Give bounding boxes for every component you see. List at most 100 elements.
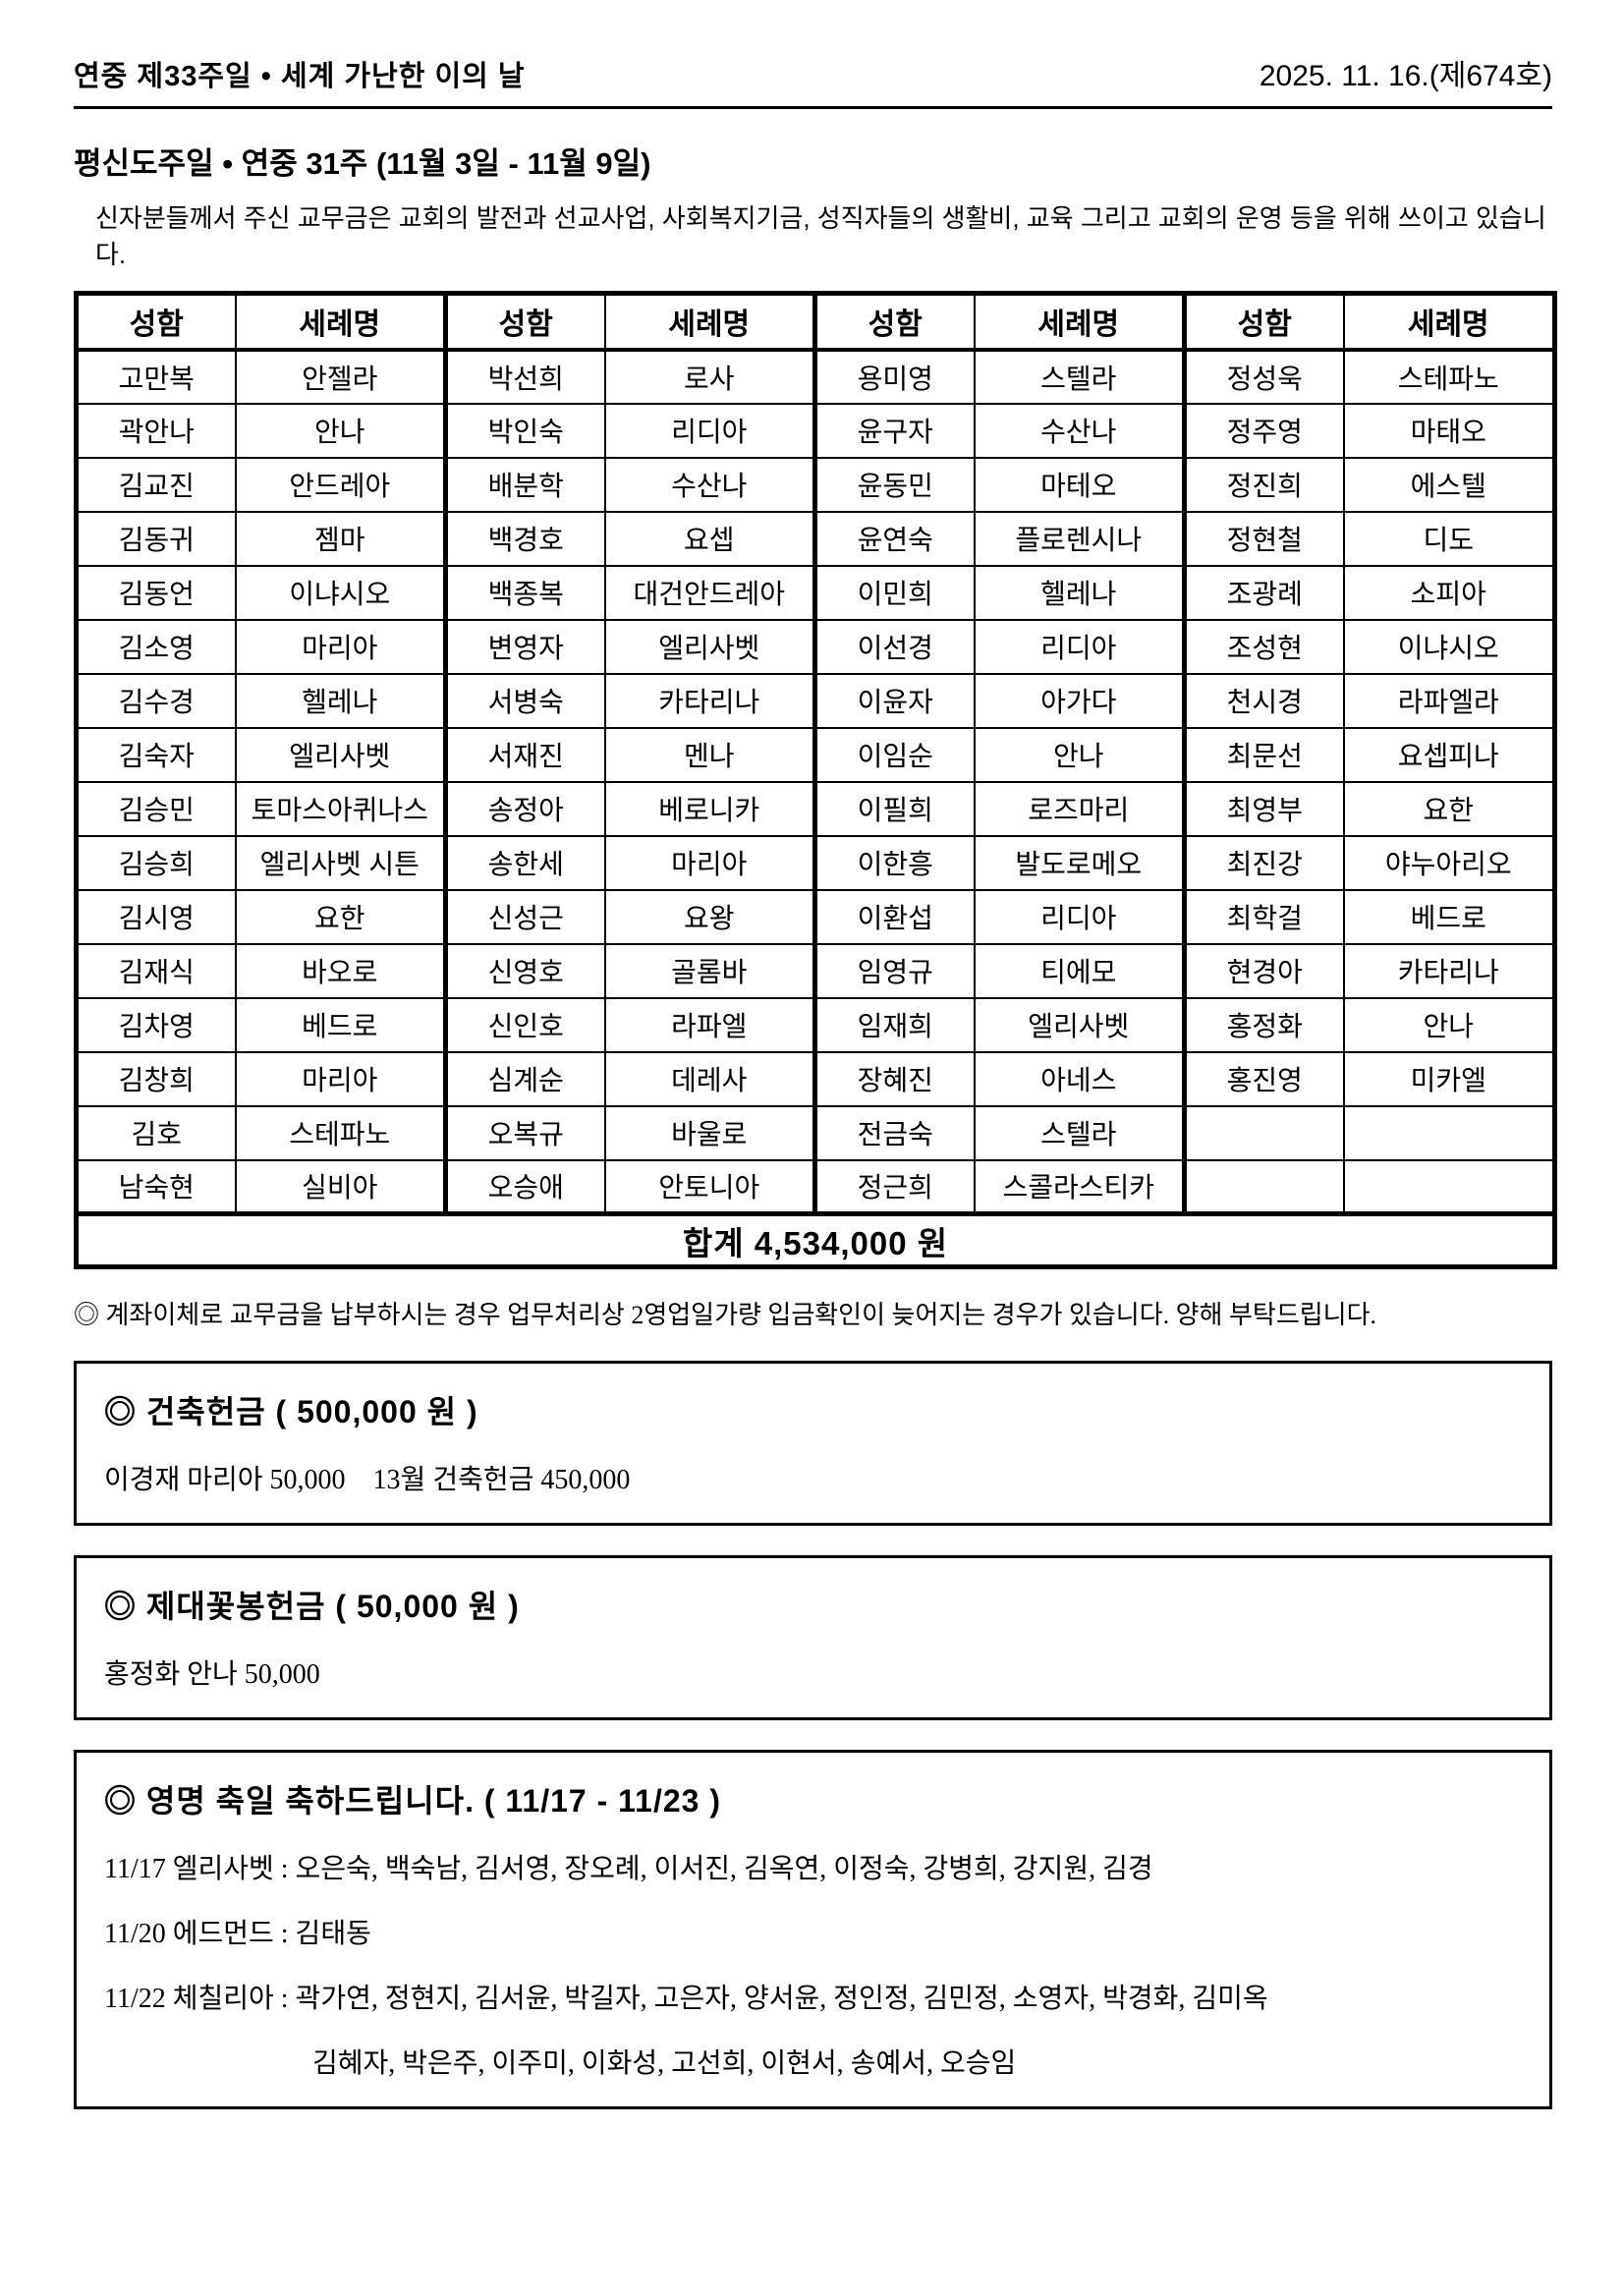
member-name-cell: 임영규 — [812, 942, 976, 999]
header-divider — [74, 106, 1552, 109]
construction-offering-lines: 이경재 마리아 50,000 13월 건축헌금 450,000 — [104, 1458, 1530, 1497]
baptismal-name-cell — [1342, 1104, 1556, 1161]
construction-offering-title: ◎ 건축헌금 ( 500,000 원 ) — [104, 1394, 478, 1429]
offering-table-foot: 합계 4,534,000 원 — [75, 1211, 1556, 1268]
member-name-cell: 신인호 — [443, 996, 606, 1053]
member-name-cell: 신성근 — [443, 888, 606, 945]
member-name-cell: 김차영 — [75, 996, 237, 1053]
member-name-cell: 배분학 — [443, 456, 606, 513]
box-line: 김혜자, 박은주, 이주미, 이화성, 고선희, 이현서, 송예서, 오승임 — [312, 2048, 1017, 2079]
baptismal-name-cell: 멘나 — [603, 726, 816, 783]
member-name-cell: 이필희 — [812, 780, 976, 837]
baptismal-name-cell: 스콜라스티카 — [973, 1158, 1186, 1215]
member-name-cell: 윤구자 — [812, 402, 976, 459]
baptismal-name-cell: 마태오 — [1342, 402, 1556, 459]
baptismal-name-cell: 리디아 — [973, 888, 1186, 945]
baptismal-name-cell: 스테파노 — [1342, 348, 1556, 405]
baptismal-name-cell: 리디아 — [973, 618, 1186, 675]
member-name-cell: 정현철 — [1182, 510, 1345, 567]
table-row: 김창희 마리아 심계순 데레사 장혜진 아네스 홍진영 미카엘 — [75, 1050, 1556, 1107]
column-header: 세례명 — [234, 292, 447, 352]
baptismal-name-cell: 로즈마리 — [973, 780, 1186, 837]
baptismal-name-cell: 헬레나 — [973, 564, 1186, 621]
baptismal-name-cell: 요왕 — [603, 888, 816, 945]
baptismal-name-cell: 골롬바 — [603, 942, 816, 999]
box-line: 홍정화 안나 50,000 — [104, 1659, 320, 1690]
baptismal-name-cell: 스텔라 — [973, 348, 1186, 405]
baptismal-name-cell: 발도로메오 — [973, 834, 1186, 891]
total-row: 합계 4,534,000 원 — [75, 1211, 1556, 1268]
baptismal-name-cell: 대건안드레아 — [603, 564, 816, 621]
member-name-cell: 김시영 — [75, 888, 237, 945]
member-name-cell: 현경아 — [1182, 942, 1345, 999]
baptismal-name-cell: 바울로 — [603, 1104, 816, 1161]
baptismal-name-cell: 요셉 — [603, 510, 816, 567]
member-name-cell: 김동귀 — [75, 510, 237, 567]
table-row: 김호 스테파노 오복규 바울로 전금숙 스텔라 — [75, 1104, 1556, 1161]
member-name-cell: 전금숙 — [812, 1104, 976, 1161]
column-header: 세례명 — [1342, 292, 1556, 352]
page-header: 연중 제33주일 • 세계 가난한 이의 날 2025. 11. 16.(제67… — [74, 51, 1552, 94]
member-name-cell: 최진강 — [1182, 834, 1345, 891]
table-row: 김재식 바오로 신영호 골롬바 임영규 티에모 현경아 카타리나 — [75, 942, 1556, 999]
baptismal-name-cell: 소피아 — [1342, 564, 1556, 621]
baptismal-name-cell: 아가다 — [973, 672, 1186, 729]
offering-table: 성함 세례명 성함 세례명 성함 세례명 성함 세례명 고만복 안젤라 박선희 로사 용미영 스텔라 정성… — [74, 291, 1557, 1269]
baptismal-name-cell: 데레사 — [603, 1050, 816, 1107]
baptismal-name-cell: 안나 — [1342, 996, 1556, 1053]
member-name-cell: 백경호 — [443, 510, 606, 567]
baptismal-name-cell: 야누아리오 — [1342, 834, 1556, 891]
baptismal-name-cell: 마테오 — [973, 456, 1186, 513]
baptismal-name-cell: 안드레아 — [234, 456, 447, 513]
column-header: 세례명 — [603, 292, 816, 352]
member-name-cell: 최영부 — [1182, 780, 1345, 837]
member-name-cell: 이윤자 — [812, 672, 976, 729]
baptismal-name-cell: 이냐시오 — [234, 564, 447, 621]
baptismal-name-cell: 미카엘 — [1342, 1050, 1556, 1107]
altar-flower-offering-lines: 홍정화 안나 50,000 — [104, 1652, 1530, 1692]
baptismal-name-cell: 바오로 — [234, 942, 447, 999]
baptismal-name-cell: 안토니아 — [603, 1158, 816, 1215]
member-name-cell: 남숙현 — [75, 1158, 237, 1215]
baptismal-name-cell: 스텔라 — [973, 1104, 1186, 1161]
baptismal-name-cell: 플로렌시나 — [973, 510, 1186, 567]
member-name-cell: 김교진 — [75, 456, 237, 513]
baptismal-name-cell — [1342, 1158, 1556, 1215]
column-header: 세례명 — [973, 292, 1186, 352]
member-name-cell: 천시경 — [1182, 672, 1345, 729]
member-name-cell: 김승민 — [75, 780, 237, 837]
section-title: 평신도주일 • 연중 31주 (11월 3일 - 11월 9일) — [74, 146, 651, 181]
baptismal-name-cell: 헬레나 — [234, 672, 447, 729]
baptismal-name-cell: 아네스 — [973, 1050, 1186, 1107]
member-name-cell: 서재진 — [443, 726, 606, 783]
baptismal-name-cell: 마리아 — [234, 618, 447, 675]
table-row: 김수경 헬레나 서병숙 카타리나 이윤자 아가다 천시경 라파엘라 — [75, 672, 1556, 729]
member-name-cell: 최문선 — [1182, 726, 1345, 783]
baptismal-name-cell: 요한 — [234, 888, 447, 945]
box-line: 11/22 체칠리아 : 곽가연, 정현지, 김서윤, 박길자, 고은자, 양서… — [104, 1984, 1268, 2014]
baptismal-name-cell: 베드로 — [1342, 888, 1556, 945]
baptismal-name-cell: 마리아 — [603, 834, 816, 891]
altar-flower-offering-title: ◎ 제대꽃봉헌금 ( 50,000 원 ) — [104, 1589, 520, 1624]
total-amount: 합계 4,534,000 원 — [75, 1211, 1556, 1268]
table-row: 김동언 이냐시오 백종복 대건안드레아 이민희 헬레나 조광례 소피아 — [75, 564, 1556, 621]
member-name-cell: 이임순 — [812, 726, 976, 783]
member-name-cell: 박선희 — [443, 348, 606, 405]
member-name-cell: 오승애 — [443, 1158, 606, 1215]
baptismal-name-cell: 로사 — [603, 348, 816, 405]
baptismal-name-cell: 안젤라 — [234, 348, 447, 405]
member-name-cell: 홍진영 — [1182, 1050, 1345, 1107]
member-name-cell: 윤동민 — [812, 456, 976, 513]
baptismal-name-cell: 실비아 — [234, 1158, 447, 1215]
baptismal-name-cell: 수산나 — [973, 402, 1186, 459]
baptismal-name-cell: 라파엘라 — [1342, 672, 1556, 729]
baptismal-name-cell: 리디아 — [603, 402, 816, 459]
member-name-cell: 최학걸 — [1182, 888, 1345, 945]
member-name-cell: 정진희 — [1182, 456, 1345, 513]
member-name-cell: 오복규 — [443, 1104, 606, 1161]
intro-text: 신자분들께서 주신 교무금은 교회의 발전과 선교사업, 사회복지기금, 성직자… — [95, 203, 1546, 269]
member-name-cell: 조광례 — [1182, 564, 1345, 621]
baptismal-name-cell: 이냐시오 — [1342, 618, 1556, 675]
member-name-cell: 변영자 — [443, 618, 606, 675]
